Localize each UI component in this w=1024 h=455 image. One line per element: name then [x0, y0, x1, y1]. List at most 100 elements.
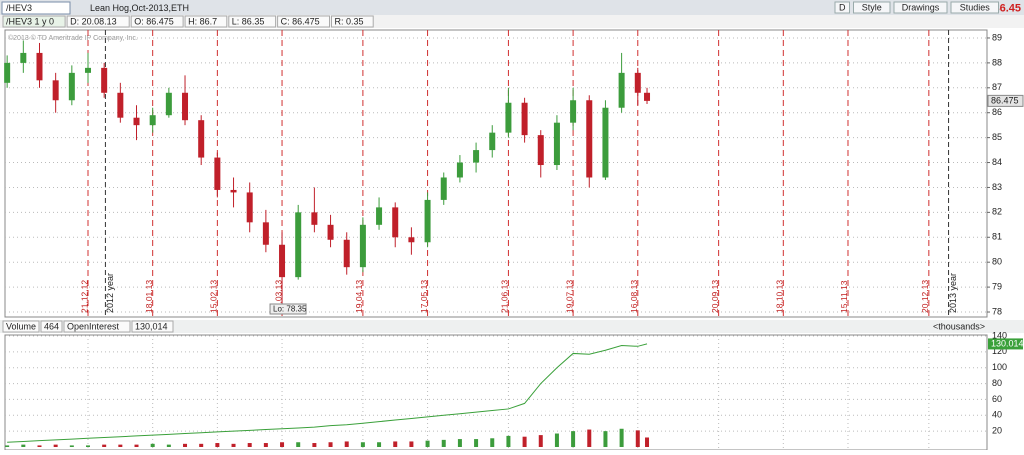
candle-body — [505, 102, 512, 133]
volume-bar — [360, 442, 365, 447]
date-label: 21.06.13 — [500, 280, 510, 313]
toolbar-button[interactable] — [950, 1, 999, 14]
y-tick-label: 120 — [992, 346, 1007, 356]
price-pane — [4, 29, 988, 318]
info-text: L: 86.35 — [232, 16, 265, 26]
info-cell — [228, 15, 277, 28]
candle-body — [36, 52, 43, 81]
volume-bar — [328, 442, 333, 447]
volume-bar — [166, 444, 171, 447]
candle-body — [456, 162, 463, 178]
y-tick-label: 80 — [992, 257, 1002, 267]
info-cell — [130, 15, 184, 28]
info-text: /HEV3 1 y 0 — [6, 16, 54, 26]
candle-body — [489, 132, 496, 151]
candle-body — [586, 100, 593, 178]
symbol-box[interactable] — [1, 1, 71, 15]
candle-body — [602, 107, 609, 178]
volume-bar — [554, 433, 559, 447]
info-text: C: 86.475 — [281, 16, 320, 26]
y-tick-label: 100 — [992, 362, 1007, 372]
volume-header-cell — [40, 320, 63, 333]
price-tag: 86.475 — [991, 95, 1019, 105]
date-label: 17.05.13 — [419, 280, 429, 313]
y-tick-label: 83 — [992, 182, 1002, 192]
y-tick-label: 79 — [992, 281, 1002, 291]
volume-header-label: 464 — [44, 321, 59, 331]
date-label: 16.08.13 — [629, 280, 639, 313]
volume-bar — [118, 444, 123, 447]
candle-body — [4, 62, 11, 83]
candle-body — [214, 157, 221, 190]
volume-header-cell — [131, 320, 174, 333]
watermark: ©2013 © TD Ameritrade IP Company, Inc. — [8, 34, 138, 42]
y-tick-label: 82 — [992, 207, 1002, 217]
info-cell — [277, 15, 331, 28]
volume-bar — [312, 443, 317, 447]
volume-header — [0, 320, 1024, 333]
toolbar-button[interactable] — [893, 1, 948, 14]
last-price: 86.45 — [993, 2, 1021, 14]
candle-body — [618, 72, 625, 108]
symbol: /HEV3 — [6, 3, 32, 13]
candle-body — [68, 72, 75, 101]
volume-bar — [474, 439, 479, 447]
toolbar-button[interactable] — [834, 1, 850, 14]
candle-body — [20, 52, 27, 63]
candle-body — [521, 102, 528, 136]
volume-bar — [231, 443, 236, 447]
y-tick-label: 78 — [992, 306, 1002, 316]
candle-body — [553, 122, 560, 166]
candle-body — [473, 150, 480, 163]
candle-body — [359, 224, 366, 268]
year-label: 2013 year — [948, 273, 958, 313]
date-label: 18.01.13 — [144, 280, 154, 313]
candle-body — [246, 192, 253, 223]
volume-bar — [150, 443, 155, 447]
volume-bar — [53, 444, 58, 447]
candle-body — [165, 92, 172, 116]
date-label: 18.10.13 — [775, 280, 785, 313]
date-label: 15.02.13 — [209, 280, 219, 313]
candle-body — [644, 92, 651, 101]
y-tick-label: 86 — [992, 107, 1002, 117]
candle-body — [376, 207, 383, 225]
volume-bar — [102, 444, 107, 447]
toolbar — [0, 0, 1024, 15]
volume-bar — [37, 445, 42, 447]
candle-body — [85, 67, 91, 73]
volume-bar — [457, 439, 462, 447]
date-label: 15.11.13 — [839, 280, 849, 313]
y-tick-label: 84 — [992, 157, 1002, 167]
candle-body — [392, 207, 399, 238]
candle-body — [327, 224, 334, 240]
candle-body — [262, 222, 269, 245]
y-tick-label: 89 — [992, 32, 1002, 42]
info-cell — [2, 15, 66, 28]
date-label: 20.09.13 — [710, 280, 720, 313]
oi-tag: 130.014 — [991, 338, 1024, 348]
candle-body — [424, 199, 431, 243]
volume-bar — [5, 445, 10, 447]
toolbar-button[interactable] — [853, 1, 891, 14]
candle-body — [311, 212, 318, 225]
volume-bar — [296, 442, 301, 447]
y-tick-label: 20 — [992, 426, 1002, 436]
candle-body — [198, 120, 205, 158]
y-tick-label: 81 — [992, 232, 1002, 242]
candle-body — [343, 239, 350, 268]
volume-bar — [280, 442, 285, 447]
low-label: Lo: 78.35 — [273, 305, 307, 314]
volume-bar — [377, 442, 382, 447]
volume-bar — [490, 438, 495, 447]
date-label: 21.12.12 — [79, 280, 89, 313]
candle-body — [537, 135, 544, 166]
volume-bar — [263, 443, 268, 447]
volume-bar — [522, 436, 527, 447]
volume-bar — [21, 444, 26, 447]
low-label-box — [269, 303, 307, 315]
candle-body — [182, 92, 189, 121]
y-tick-label: 140 — [992, 330, 1007, 340]
info-cell — [184, 15, 228, 28]
info-cell — [331, 15, 374, 28]
